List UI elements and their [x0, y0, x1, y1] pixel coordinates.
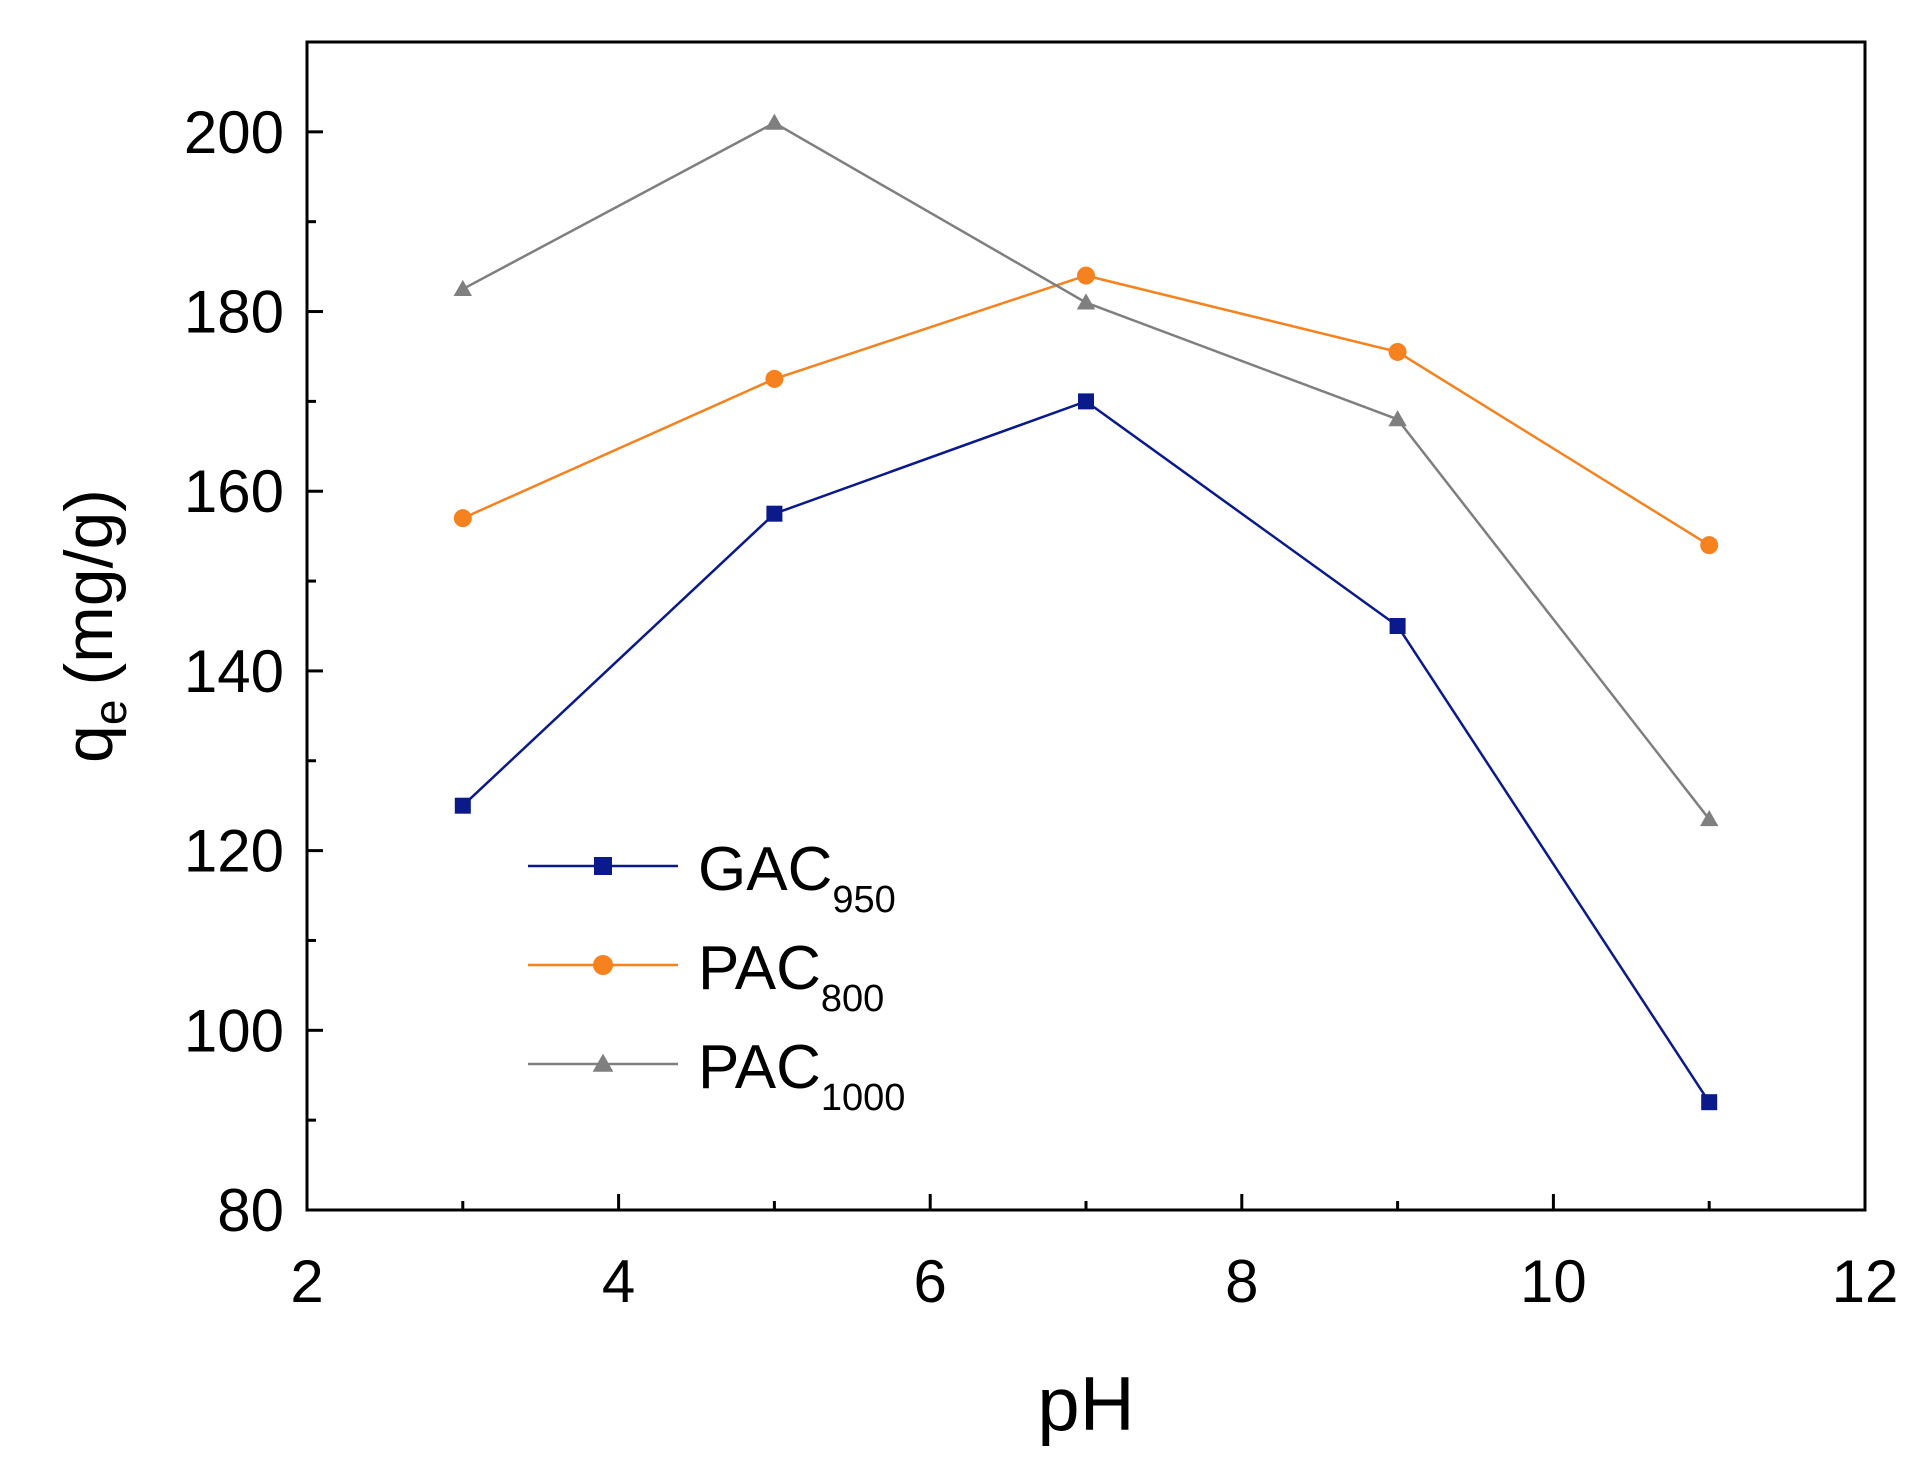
- legend-marker: [593, 955, 613, 975]
- data-point: [1388, 410, 1407, 427]
- data-point: [1077, 266, 1095, 285]
- data-point: [1389, 618, 1406, 634]
- legend-label: PAC1000: [698, 1033, 905, 1119]
- y-axis-label-unit: (mg/g): [51, 489, 127, 685]
- data-point: [1700, 809, 1719, 827]
- y-tick-label: 120: [184, 818, 284, 885]
- series-line: [462, 274, 1710, 547]
- y-tick-label: 160: [184, 458, 284, 525]
- y-axis-label-main: q: [51, 725, 127, 763]
- legend-label-main: PAC: [698, 934, 821, 1003]
- x-tick-label: 10: [1520, 1248, 1587, 1315]
- legend-marker: [592, 1053, 614, 1072]
- y-tick-label: 200: [184, 99, 284, 166]
- data-point: [453, 509, 472, 528]
- data-point: [454, 797, 471, 814]
- legend-label-sub: 800: [821, 978, 884, 1020]
- y-tick-label: 100: [184, 997, 284, 1064]
- data-point: [1700, 536, 1719, 555]
- series-pac800: [453, 266, 1719, 555]
- data-point: [1701, 1094, 1718, 1111]
- x-tick-label: 6: [914, 1248, 947, 1315]
- legend-label-main: PAC: [698, 1033, 821, 1102]
- x-axis-label: pH: [1037, 1362, 1134, 1447]
- data-point: [766, 505, 783, 522]
- data-point: [1076, 293, 1096, 310]
- legend-item: GAC950: [528, 835, 896, 921]
- y-axis-ticks: 80 100 120 140 160 180 200: [184, 99, 323, 1244]
- legend-marker: [594, 857, 612, 875]
- x-axis-ticks: 2 4 6 8 10 12: [290, 1194, 1898, 1315]
- plot-frame: [305, 40, 1867, 1212]
- data-point: [1078, 393, 1094, 410]
- svg-text:qe(mg/g): qe (mg/g): [51, 489, 136, 763]
- legend-item: PAC800: [528, 934, 884, 1020]
- series-gac950: [454, 393, 1718, 1111]
- y-tick-label: 80: [217, 1177, 284, 1244]
- data-point: [765, 113, 784, 130]
- legend-label: PAC800: [698, 934, 884, 1020]
- series-line: [462, 121, 1711, 820]
- x-tick-label: 8: [1225, 1248, 1258, 1315]
- x-tick-label: 2: [290, 1248, 323, 1315]
- x-tick-label: 12: [1832, 1248, 1899, 1315]
- series-layer: [453, 113, 1719, 1111]
- y-tick-label: 180: [184, 279, 284, 346]
- y-axis-label-sub: e: [84, 700, 136, 726]
- data-point: [765, 369, 784, 388]
- legend-label-sub: 1000: [821, 1077, 906, 1119]
- y-axis-label: qe (mg/g): [51, 489, 136, 763]
- data-point: [1388, 342, 1407, 361]
- series-line: [461, 399, 1711, 1103]
- legend-label: GAC950: [698, 835, 896, 921]
- data-point: [453, 279, 472, 296]
- legend-label-main: GAC: [698, 835, 832, 904]
- x-tick-label: 4: [602, 1248, 635, 1315]
- y-tick-label: 140: [184, 638, 284, 705]
- legend-label-sub: 950: [832, 879, 895, 921]
- legend-item: PAC1000: [528, 1033, 905, 1119]
- series-pac1000: [453, 113, 1719, 827]
